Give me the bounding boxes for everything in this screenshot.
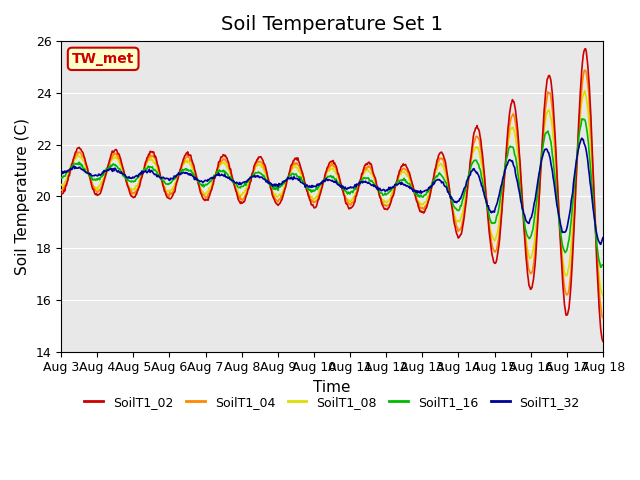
- Line: SoilT1_02: SoilT1_02: [61, 48, 603, 341]
- SoilT1_04: [398, 167, 406, 173]
- SoilT1_04: [123, 178, 131, 183]
- SoilT1_04: [58, 187, 65, 193]
- SoilT1_08: [58, 181, 65, 187]
- SoilT1_08: [67, 163, 75, 169]
- SoilT1_02: [67, 165, 75, 171]
- SoilT1_16: [207, 179, 214, 185]
- Line: SoilT1_08: SoilT1_08: [61, 91, 603, 295]
- SoilT1_32: [578, 135, 586, 141]
- SoilT1_16: [599, 262, 607, 268]
- SoilT1_32: [58, 170, 65, 176]
- SoilT1_08: [398, 169, 406, 175]
- SoilT1_32: [207, 175, 214, 181]
- SoilT1_32: [123, 174, 131, 180]
- SoilT1_04: [599, 315, 607, 321]
- SoilT1_16: [398, 177, 406, 183]
- SoilT1_16: [178, 168, 186, 174]
- Text: TW_met: TW_met: [72, 52, 134, 66]
- SoilT1_32: [599, 235, 607, 240]
- SoilT1_02: [58, 190, 65, 195]
- SoilT1_16: [58, 175, 65, 180]
- SoilT1_04: [67, 167, 75, 172]
- Line: SoilT1_32: SoilT1_32: [61, 138, 603, 244]
- SoilT1_08: [581, 88, 589, 94]
- SoilT1_16: [413, 193, 421, 199]
- SoilT1_04: [413, 199, 421, 204]
- SoilT1_32: [178, 171, 186, 177]
- SoilT1_08: [413, 198, 421, 204]
- SoilT1_02: [207, 190, 214, 196]
- SoilT1_16: [123, 177, 131, 183]
- SoilT1_02: [123, 180, 131, 186]
- SoilT1_16: [67, 165, 75, 170]
- SoilT1_02: [413, 200, 421, 205]
- Legend: SoilT1_02, SoilT1_04, SoilT1_08, SoilT1_16, SoilT1_32: SoilT1_02, SoilT1_04, SoilT1_08, SoilT1_…: [79, 391, 585, 414]
- SoilT1_16: [579, 116, 586, 122]
- SoilT1_32: [67, 165, 75, 171]
- X-axis label: Time: Time: [313, 380, 351, 395]
- Line: SoilT1_04: SoilT1_04: [61, 70, 603, 318]
- SoilT1_32: [413, 190, 421, 196]
- SoilT1_08: [207, 184, 214, 190]
- SoilT1_02: [178, 162, 186, 168]
- SoilT1_08: [178, 165, 186, 170]
- SoilT1_04: [178, 165, 186, 170]
- SoilT1_02: [582, 46, 589, 51]
- Line: SoilT1_16: SoilT1_16: [61, 119, 603, 267]
- SoilT1_02: [398, 163, 406, 169]
- SoilT1_16: [596, 264, 604, 270]
- SoilT1_08: [123, 179, 131, 185]
- SoilT1_04: [207, 188, 214, 193]
- SoilT1_32: [596, 241, 604, 247]
- SoilT1_02: [599, 338, 607, 344]
- Y-axis label: Soil Temperature (C): Soil Temperature (C): [15, 118, 30, 275]
- SoilT1_32: [398, 180, 406, 185]
- SoilT1_04: [581, 67, 589, 73]
- SoilT1_08: [599, 292, 607, 298]
- Title: Soil Temperature Set 1: Soil Temperature Set 1: [221, 15, 443, 34]
